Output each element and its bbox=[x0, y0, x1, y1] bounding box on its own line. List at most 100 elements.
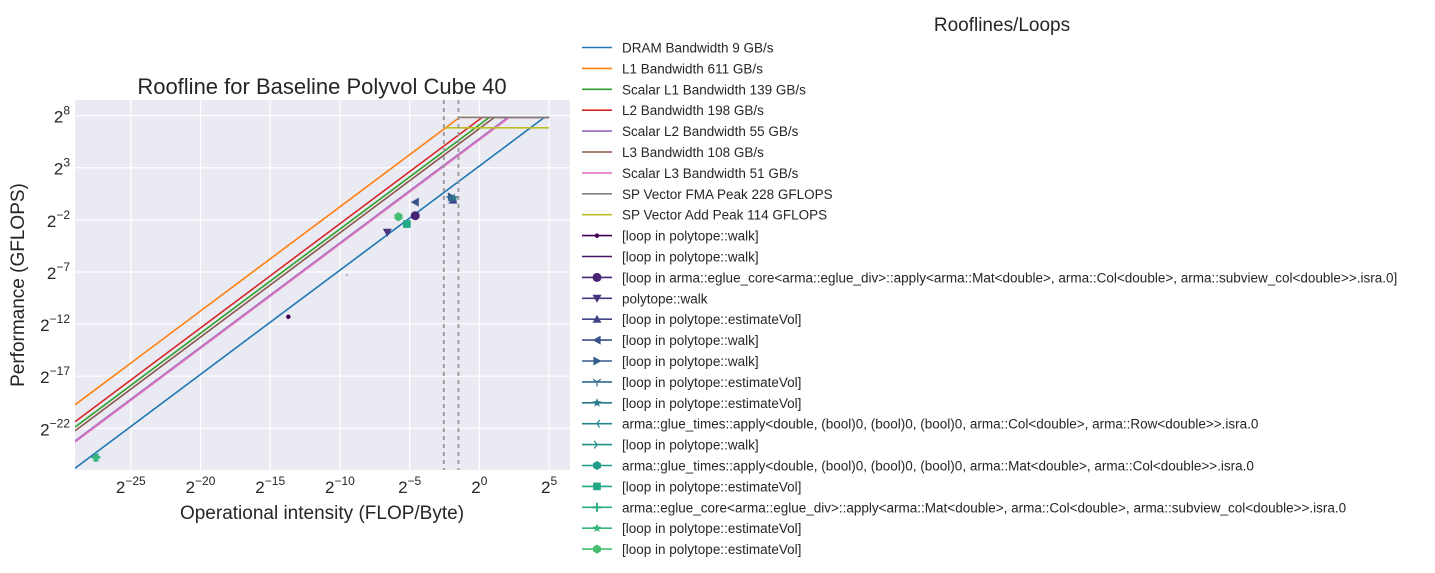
x-tick-label: 2−15 bbox=[255, 474, 285, 497]
legend-label: [loop in polytope::estimateVol] bbox=[622, 312, 801, 327]
legend-entry: SP Vector FMA Peak 228 GFLOPS bbox=[582, 187, 833, 202]
legend-entry: L3 Bandwidth 108 GB/s bbox=[582, 145, 764, 160]
legend-label: Scalar L3 Bandwidth 51 GB/s bbox=[622, 166, 799, 181]
legend-entry: arma::glue_times::apply<double, (bool)0,… bbox=[582, 459, 1254, 474]
legend-entry: arma::glue_times::apply<double, (bool)0,… bbox=[582, 417, 1258, 432]
x-tick-label: 20 bbox=[471, 474, 487, 497]
loop-point bbox=[91, 452, 101, 462]
legend-entry: [loop in polytope::estimateVol] bbox=[582, 396, 801, 411]
y-tick-label: 2−12 bbox=[40, 312, 70, 335]
y-tick-label: 28 bbox=[54, 104, 70, 127]
legend-label: SP Vector Add Peak 114 GFLOPS bbox=[622, 208, 827, 223]
legend-label: Scalar L2 Bandwidth 55 GB/s bbox=[622, 124, 799, 139]
legend-entry: arma::eglue_core<arma::eglue_div>::apply… bbox=[582, 500, 1346, 515]
legend-label: [loop in polytope::estimateVol] bbox=[622, 396, 801, 411]
legend-label: [loop in polytope::walk] bbox=[622, 333, 759, 348]
legend-entry: [loop in polytope::estimateVol] bbox=[582, 375, 801, 390]
y-tick-labels: 28 23 2−2 2−7 2−12 2−17 2−22 bbox=[40, 104, 70, 440]
legend-label: arma::eglue_core<arma::eglue_div>::apply… bbox=[622, 500, 1346, 515]
legend-entry: Scalar L3 Bandwidth 51 GB/s bbox=[582, 166, 799, 181]
dashed-vertical-lines bbox=[442, 100, 460, 470]
legend-marker bbox=[593, 544, 601, 554]
loop-point bbox=[410, 197, 419, 207]
legend-label: [loop in polytope::estimateVol] bbox=[622, 521, 801, 536]
legend-marker bbox=[592, 523, 602, 533]
x-tick-label: 2−10 bbox=[325, 474, 355, 497]
grid-lines bbox=[75, 100, 570, 470]
roofline-lines bbox=[75, 116, 550, 469]
legend-label: [loop in polytope::estimateVol] bbox=[622, 542, 801, 557]
loop-point bbox=[410, 211, 420, 221]
legend-entry: L2 Bandwidth 198 GB/s bbox=[582, 103, 764, 118]
loop-point bbox=[346, 274, 348, 276]
legend-marker bbox=[592, 314, 602, 323]
legend-marker bbox=[592, 294, 602, 303]
legend-marker bbox=[592, 378, 602, 387]
loop-points bbox=[91, 192, 459, 462]
loop-point bbox=[449, 193, 459, 202]
loop-point bbox=[286, 314, 291, 320]
legend-label: L2 Bandwidth 198 GB/s bbox=[622, 103, 764, 118]
legend-label: SP Vector FMA Peak 228 GFLOPS bbox=[622, 187, 833, 202]
legend-label: [loop in polytope::walk] bbox=[622, 250, 759, 265]
legend-label: [loop in polytope::walk] bbox=[622, 229, 759, 244]
y-tick-label: 2−17 bbox=[40, 364, 70, 387]
legend-label: Scalar L1 Bandwidth 139 GB/s bbox=[622, 82, 806, 97]
y-tick-label: 2−22 bbox=[40, 416, 70, 439]
legend-entry: DRAM Bandwidth 9 GB/s bbox=[582, 41, 774, 56]
legend-label: [loop in arma::eglue_core<arma::eglue_di… bbox=[622, 270, 1397, 285]
loop-point bbox=[403, 220, 411, 228]
legend-label: arma::glue_times::apply<double, (bool)0,… bbox=[622, 417, 1258, 432]
legend-entry: Scalar L2 Bandwidth 55 GB/s bbox=[582, 124, 799, 139]
loop-point bbox=[382, 228, 392, 237]
legend-entry: [loop in polytope::walk] bbox=[582, 354, 759, 369]
plot-background bbox=[75, 100, 570, 470]
legend-entry: L1 Bandwidth 611 GB/s bbox=[582, 61, 763, 76]
y-tick-label: 2−2 bbox=[47, 208, 70, 231]
legend-entry: Scalar L1 Bandwidth 139 GB/s bbox=[582, 82, 806, 97]
loop-point bbox=[394, 212, 403, 222]
y-tick-label: 23 bbox=[54, 156, 70, 179]
legend-title: Rooflines/Loops bbox=[934, 15, 1070, 36]
legend-label: arma::glue_times::apply<double, (bool)0,… bbox=[622, 459, 1254, 474]
legend-marker bbox=[593, 440, 602, 449]
legend-entry: [loop in polytope::walk] bbox=[582, 333, 759, 348]
legend: DRAM Bandwidth 9 GB/s L1 Bandwidth 611 GB… bbox=[582, 41, 1397, 557]
legend-entry: [loop in polytope::walk] bbox=[582, 438, 759, 453]
y-tick-label: 2−7 bbox=[47, 260, 70, 283]
legend-marker bbox=[596, 256, 598, 257]
legend-marker bbox=[593, 482, 601, 491]
legend-marker bbox=[592, 419, 601, 428]
legend-entry: [loop in polytope::estimateVol] bbox=[582, 542, 801, 557]
legend-marker bbox=[593, 461, 601, 470]
legend-label: [loop in polytope::estimateVol] bbox=[622, 479, 801, 494]
legend-label: L1 Bandwidth 611 GB/s bbox=[622, 61, 763, 76]
legend-label: [loop in polytope::walk] bbox=[622, 354, 759, 369]
legend-label: DRAM Bandwidth 9 GB/s bbox=[622, 41, 774, 56]
legend-entry: [loop in polytope::estimateVol] bbox=[582, 521, 801, 536]
legend-marker bbox=[592, 502, 602, 512]
x-tick-label: 2−20 bbox=[186, 474, 216, 497]
x-tick-labels: 2−25 2−20 2−15 2−10 2−5 20 25 bbox=[116, 474, 558, 497]
chart-title: Roofline for Baseline Polyvol Cube 40 bbox=[137, 74, 506, 99]
legend-label: L3 Bandwidth 108 GB/s bbox=[622, 145, 764, 160]
x-tick-label: 2−5 bbox=[398, 474, 421, 497]
legend-entry: [loop in polytope::estimateVol] bbox=[582, 312, 801, 327]
legend-entry: [loop in arma::eglue_core<arma::eglue_di… bbox=[582, 270, 1397, 285]
legend-entry: [loop in polytope::walk] bbox=[582, 250, 759, 265]
legend-label: [loop in polytope::walk] bbox=[622, 438, 759, 453]
legend-marker bbox=[592, 272, 602, 282]
legend-marker bbox=[592, 335, 601, 345]
x-axis-label: Operational intensity (FLOP/Byte) bbox=[180, 503, 464, 524]
legend-entry: polytope::walk bbox=[582, 291, 708, 306]
legend-entry: SP Vector Add Peak 114 GFLOPS bbox=[582, 208, 827, 223]
legend-label: polytope::walk bbox=[622, 291, 708, 306]
legend-label: [loop in polytope::estimateVol] bbox=[622, 375, 801, 390]
y-axis-label: Performance (GFLOPS) bbox=[8, 183, 29, 387]
legend-marker bbox=[592, 398, 602, 407]
legend-marker bbox=[594, 233, 600, 238]
legend-marker bbox=[593, 356, 602, 366]
legend-entry: [loop in polytope::estimateVol] bbox=[582, 479, 801, 494]
legend-entry: [loop in polytope::walk] bbox=[582, 229, 759, 244]
